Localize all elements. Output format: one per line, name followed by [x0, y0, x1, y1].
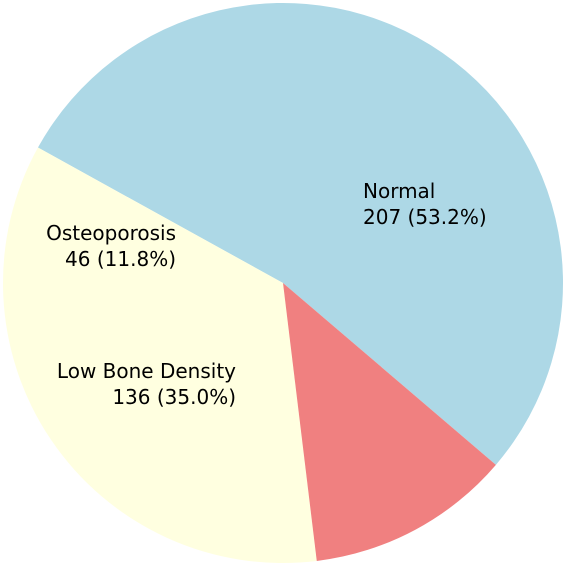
slice-label-low-bone-density: Low Bone Density: [57, 359, 236, 383]
pie-slice-osteoporosis: [283, 283, 496, 561]
slice-value-low-bone-density: 136 (35.0%): [112, 385, 236, 409]
pie-slice-normal: [37, 2, 564, 465]
pie-slice-low-bone-density: [3, 147, 317, 563]
pie-slices: [3, 2, 564, 563]
slice-label-normal: Normal: [363, 179, 435, 203]
slice-value-osteoporosis: 46 (11.8%): [65, 247, 176, 271]
slice-value-normal: 207 (53.2%): [363, 205, 487, 229]
slice-label-osteoporosis: Osteoporosis: [46, 221, 176, 245]
